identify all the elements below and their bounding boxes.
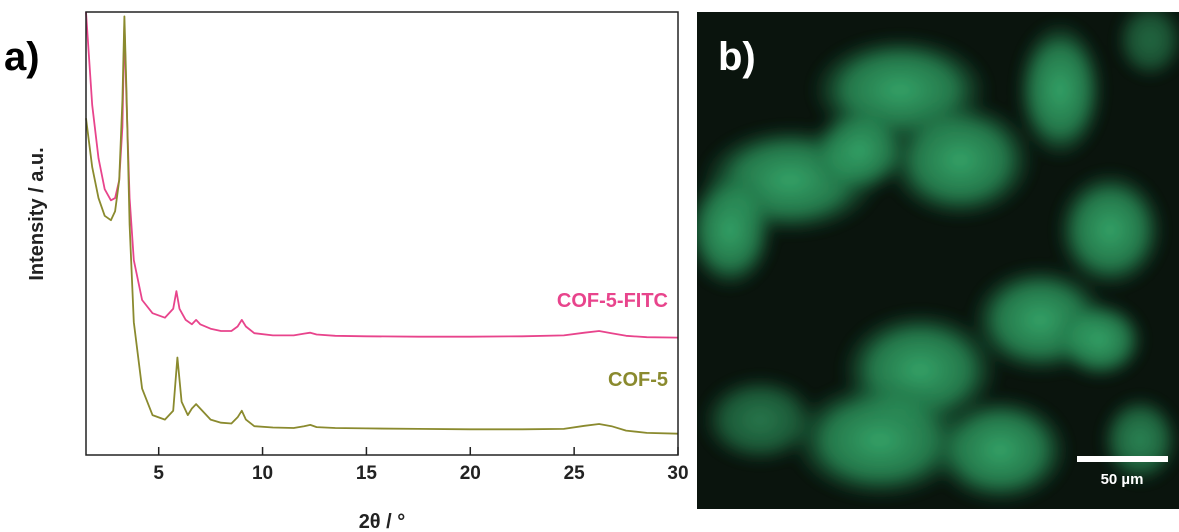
- series-line-cof-5-fitc: [85, 11, 679, 339]
- y-axis-title: Intensity / a.u.: [26, 147, 48, 280]
- scale-bar: [1077, 456, 1168, 462]
- x-tick-label: 15: [356, 463, 378, 484]
- series-layer: [85, 11, 679, 435]
- plot-frame: [85, 11, 679, 456]
- series-line-cof-5: [85, 15, 679, 435]
- scale-bar-label: 50 µm: [1101, 471, 1144, 488]
- panel-b-label: b): [718, 35, 756, 79]
- x-tick-label: 30: [667, 463, 688, 484]
- x-ticks: 5 10 15 20 25 30: [153, 447, 689, 484]
- panel-a-label: a): [4, 35, 40, 79]
- micrograph: b) 50 µm: [697, 12, 1179, 509]
- xrd-chart: 5 10 15 20 25 30 2θ / ° Intensity / a.u. COF-…: [26, 11, 689, 532]
- x-tick-label: 20: [460, 463, 481, 484]
- x-tick-label: 5: [153, 463, 164, 484]
- x-tick-label: 10: [252, 463, 273, 484]
- x-axis-title: 2θ / °: [359, 511, 406, 532]
- series-label-cof5: COF-5: [608, 369, 668, 391]
- series-label-cof5-fitc: COF-5-FITC: [557, 290, 668, 312]
- x-tick-label: 25: [564, 463, 586, 484]
